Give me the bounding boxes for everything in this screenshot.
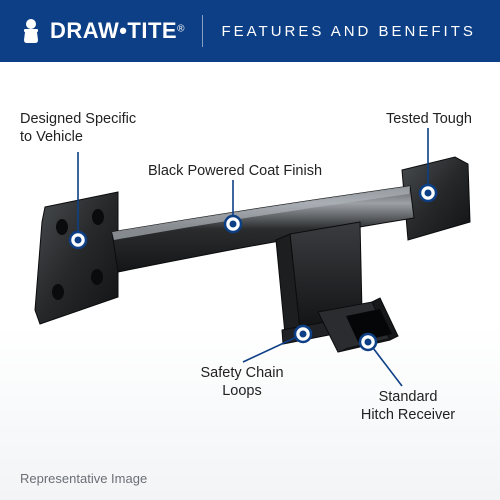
brand-name: DRAW•TITE	[50, 18, 177, 43]
callout-designed: Designed Specific to Vehicle	[20, 110, 160, 146]
callout-finish: Black Powered Coat Finish	[130, 162, 340, 180]
callout-safety: Safety Chain Loops	[192, 364, 292, 400]
callout-tested: Tested Tough	[352, 110, 472, 128]
footnote: Representative Image	[20, 471, 147, 486]
brand-logo: DRAW•TITE®	[18, 18, 184, 44]
header-title: FEATURES AND BENEFITS	[221, 23, 475, 40]
logo-ball-icon	[18, 18, 44, 44]
diagram-stage: Designed Specific to Vehicle Black Power…	[0, 62, 500, 500]
header-divider	[202, 15, 203, 47]
callout-receiver: Standard Hitch Receiver	[348, 388, 468, 424]
brand-reg: ®	[177, 23, 184, 34]
header-bar: DRAW•TITE® FEATURES AND BENEFITS	[0, 0, 500, 62]
